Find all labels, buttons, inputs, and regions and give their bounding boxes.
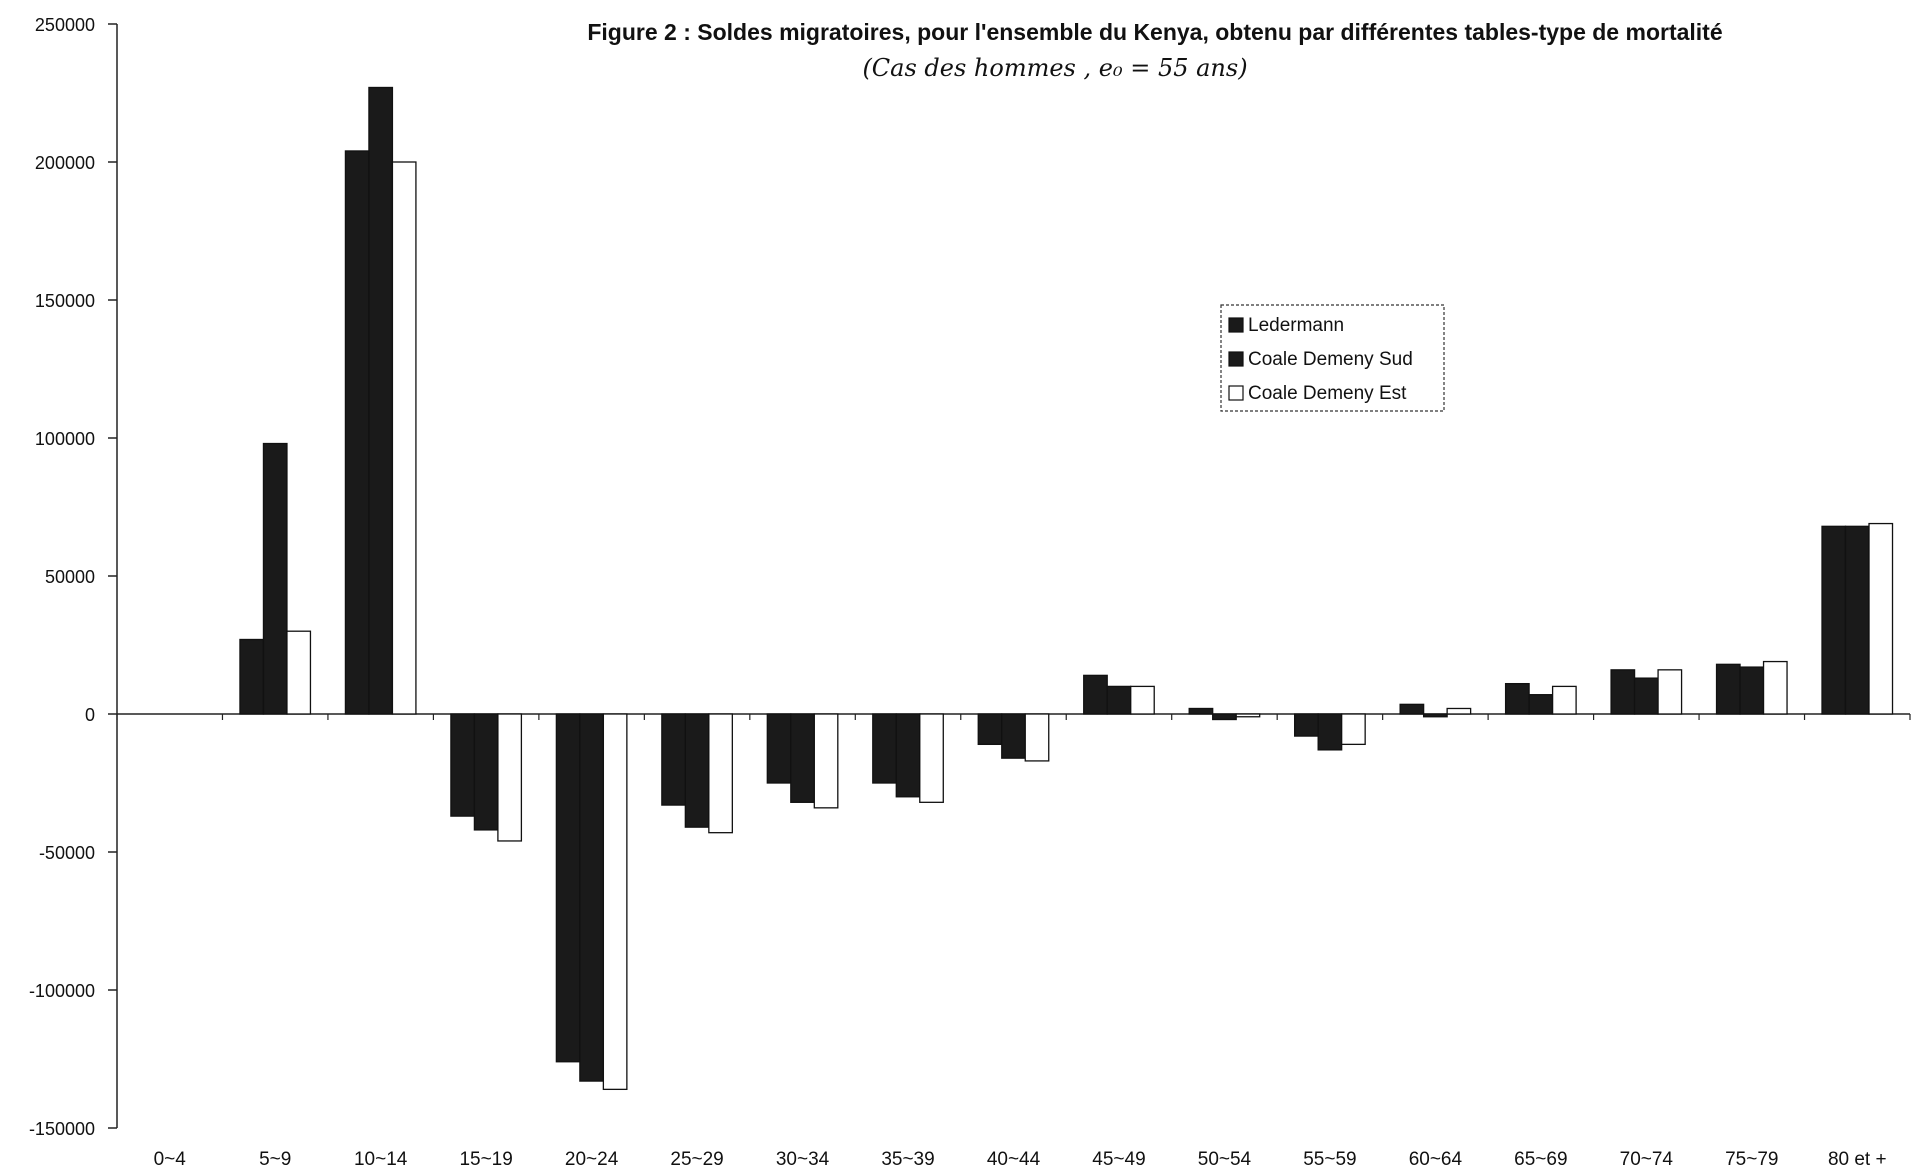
bar-coale-demeny-sud-65-69	[1528, 694, 1554, 715]
bar-ledermann-35-39	[872, 713, 897, 784]
x-tick-label: 65~69	[1514, 1149, 1567, 1170]
x-tick-label: 15~19	[459, 1149, 512, 1170]
x-tick-label: 35~39	[881, 1149, 934, 1170]
x-tick-label: 20~24	[565, 1149, 619, 1170]
x-tick-label: 30~34	[776, 1149, 830, 1170]
bar-coale-demeny-sud-20-24	[579, 713, 605, 1082]
y-tick-label: 200000	[35, 153, 95, 173]
legend: Ledermann Coale Demeny Sud Coale Demeny Es…	[1220, 304, 1445, 412]
legend-label: Coale Demeny Est	[1248, 383, 1407, 404]
y-tick-label: -50000	[39, 843, 95, 863]
bar-coale-demeny-est-65-69	[1551, 685, 1577, 715]
y-tick-label: 250000	[35, 15, 95, 35]
bar-ledermann-25-29	[661, 713, 686, 806]
y-tick-label: -150000	[29, 1119, 95, 1139]
bar-coale-demeny-sud-30-34	[790, 713, 815, 803]
bar-ledermann-65-69	[1504, 682, 1530, 715]
bar-coale-demeny-est-35-39	[919, 713, 944, 803]
bar-coale-demeny-sud-45-49	[1106, 685, 1132, 715]
bar-ledermann-55-59	[1294, 713, 1319, 737]
bar-ledermann-80-et-	[1821, 525, 1847, 715]
bar-coale-demeny-est-45-49	[1130, 685, 1155, 715]
bar-coale-demeny-est-55-59	[1341, 713, 1366, 746]
x-tick-label: 5~9	[259, 1149, 291, 1170]
y-tick-label: 100000	[35, 429, 95, 449]
bar-ledermann-70-74	[1610, 669, 1636, 715]
x-tick-label: 80 et +	[1828, 1149, 1887, 1170]
x-tick-label: 50~54	[1198, 1149, 1252, 1170]
x-tick-label: 0~4	[154, 1149, 187, 1170]
y-tick-label: 0	[85, 705, 95, 725]
bar-ledermann-45-49	[1083, 674, 1108, 715]
bar-ledermann-15-19	[450, 713, 476, 817]
bar-coale-demeny-sud-70-74	[1633, 677, 1659, 715]
bar-ledermann-30-34	[766, 713, 792, 784]
bar-coale-demeny-sud-25-29	[684, 713, 710, 828]
x-tick-label: 40~44	[987, 1149, 1041, 1170]
x-axis: 0~4 5~9 10~14 15~19 20~24 25~29 30~34 35~39 40~4…	[116, 713, 1911, 1170]
bar-coale-demeny-est-30-34	[813, 713, 839, 809]
bar-coale-demeny-est-80-et-	[1868, 522, 1894, 715]
bar-ledermann-20-24	[555, 713, 581, 1063]
bar-coale-demeny-sud-40-44	[1001, 713, 1026, 759]
chart-subtitle: (Cas des hommes , e₀ = 55 ans)	[862, 54, 1247, 82]
bar-coale-demeny-sud-35-39	[895, 713, 921, 798]
x-tick-label: 10~14	[354, 1149, 408, 1170]
x-tick-label: 70~74	[1620, 1149, 1674, 1170]
bar-coale-demeny-sud-10-14	[368, 86, 394, 715]
bar-ledermann-10-14	[344, 150, 370, 715]
bar-ledermann-50-54	[1188, 707, 1214, 715]
legend-swatch	[1228, 351, 1244, 367]
bar-coale-demeny-est-60-64	[1446, 707, 1472, 715]
bar-coale-demeny-sud-60-64	[1422, 713, 1448, 718]
legend-box	[1220, 304, 1445, 412]
chart-title: Figure 2 : Soldes migratoires, pour l'en…	[587, 19, 1722, 45]
bar-coale-demeny-est-5-9	[286, 630, 312, 715]
bar-coale-demeny-sud-55-59	[1317, 713, 1343, 751]
x-tick-label: 75~79	[1725, 1149, 1778, 1170]
y-axis: 250000 200000 150000 100000 50000 0 -50000 -100…	[29, 15, 118, 1139]
bar-coale-demeny-est-40-44	[1024, 713, 1050, 762]
bar-coale-demeny-est-10-14	[391, 161, 417, 715]
bar-coale-demeny-est-75-79	[1762, 660, 1788, 715]
bar-coale-demeny-est-20-24	[602, 713, 628, 1091]
y-tick-label: 150000	[35, 291, 95, 311]
bar-ledermann-5-9	[239, 638, 265, 715]
legend-swatch	[1228, 317, 1244, 333]
y-tick-label: 50000	[45, 567, 95, 587]
bar-coale-demeny-est-25-29	[708, 713, 733, 834]
legend-label: Ledermann	[1248, 315, 1344, 336]
x-tick-label: 45~49	[1092, 1149, 1145, 1170]
x-tick-label: 55~59	[1303, 1149, 1356, 1170]
bar-coale-demeny-sud-15-19	[473, 713, 499, 831]
bar-ledermann-75-79	[1715, 663, 1741, 715]
bar-coale-demeny-sud-80-et-	[1844, 525, 1870, 715]
bar-coale-demeny-est-15-19	[497, 713, 523, 842]
bar-ledermann-40-44	[977, 713, 1003, 746]
legend-swatch	[1228, 385, 1244, 401]
x-tick-label: 25~29	[670, 1149, 723, 1170]
x-tick-label: 60~64	[1409, 1149, 1463, 1170]
bar-coale-demeny-est-70-74	[1657, 669, 1683, 715]
legend-label: Coale Demeny Sud	[1248, 349, 1413, 370]
bar-coale-demeny-est-50-54	[1235, 713, 1261, 718]
bar-coale-demeny-sud-75-79	[1739, 666, 1765, 715]
bar-coale-demeny-sud-50-54	[1212, 713, 1237, 721]
bar-series-group	[239, 86, 1894, 1091]
y-tick-label: -100000	[29, 981, 95, 1001]
bar-coale-demeny-sud-5-9	[262, 442, 288, 715]
bar-ledermann-60-64	[1399, 703, 1425, 715]
